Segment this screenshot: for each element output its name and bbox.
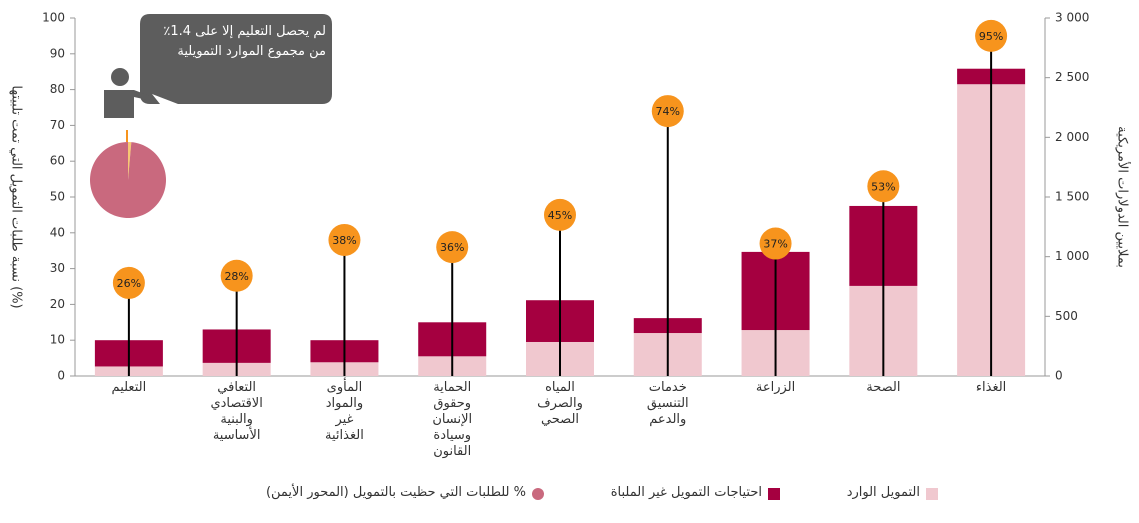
y-tick-label: 40: [50, 225, 65, 239]
y2-tick-label: 500: [1055, 309, 1078, 323]
y-tick-label: 10: [50, 333, 65, 347]
y-tick-label: 60: [50, 154, 65, 168]
annotation: لم يحصل التعليم إلا على 1.4٪ من مجموع ال…: [163, 24, 326, 59]
value-label: 28%: [224, 270, 248, 283]
y2-axis-title: بملايين الدولارات الأمريكية: [1115, 126, 1132, 268]
y2-tick-label: 1 000: [1055, 249, 1089, 263]
y-axis-title: نسبة طلبات التمويل التي تمت تلبيتها (%): [9, 85, 24, 308]
y-tick-label: 20: [50, 297, 65, 311]
y-tick-label: 100: [42, 11, 65, 25]
legend-swatch: [926, 488, 938, 500]
x-tick-label: الغذاء: [975, 380, 1007, 395]
value-label: 45%: [548, 209, 572, 222]
marker: [759, 227, 792, 260]
callout: [140, 14, 332, 104]
value-label: 37%: [763, 238, 787, 251]
legend-label: التمويل الوارد: [846, 485, 920, 500]
y-tick-label: 30: [50, 261, 65, 275]
legend-swatch: [768, 488, 780, 500]
y-tick-label: 0: [57, 369, 65, 383]
x-tick-label: الصحة: [866, 380, 901, 395]
value-label: 95%: [979, 30, 1003, 43]
x-tick-label: الحماية وحقوق الإنسان وسيادة القانون: [432, 380, 473, 459]
value-label: 26%: [117, 277, 141, 290]
x-tick-label: خدمات التنسيق والدعم: [646, 380, 689, 427]
marker: [544, 198, 576, 231]
y2-tick-label: 0: [1055, 369, 1063, 383]
marker: [112, 266, 145, 299]
marker: [436, 231, 469, 264]
legend-swatch: [532, 488, 544, 500]
legend-label: احتياجات التمويل غير الملباة: [610, 485, 762, 500]
y2-tick-label: 1 500: [1055, 190, 1089, 204]
marker: [220, 259, 253, 292]
person-icon: [104, 68, 150, 118]
y-tick-label: 80: [50, 82, 65, 96]
value-label: 36%: [440, 241, 464, 254]
y-tick-label: 90: [50, 46, 65, 60]
y-tick-label: 50: [50, 190, 65, 204]
marker: [867, 170, 900, 203]
value-label: 38%: [332, 234, 356, 247]
marker: [975, 19, 1008, 52]
y2-tick-label: 2 000: [1055, 130, 1089, 144]
y-tick-label: 70: [50, 118, 65, 132]
pie-slice: [128, 142, 132, 180]
pie-slice: [89, 142, 166, 218]
y2-tick-label: 3 000: [1055, 11, 1089, 25]
x-tick-label: التعافي الاقتصادي والبنية الأساسية: [210, 380, 263, 443]
y2-tick-label: 2 500: [1055, 70, 1089, 84]
x-tick-label: المياه والصرف الصحي: [537, 380, 583, 427]
value-label: 53%: [871, 180, 895, 193]
x-tick-label: المأوى والمواد غير الغذائية: [325, 380, 364, 443]
marker: [651, 95, 684, 128]
x-tick-label: الزراعة: [755, 380, 796, 395]
marker: [328, 223, 361, 256]
value-label: 74%: [656, 105, 680, 118]
x-tick-label: التعليم: [111, 380, 147, 395]
legend-label: % للطلبات التي حظيت بالتمويل (المحور الأ…: [265, 485, 526, 500]
